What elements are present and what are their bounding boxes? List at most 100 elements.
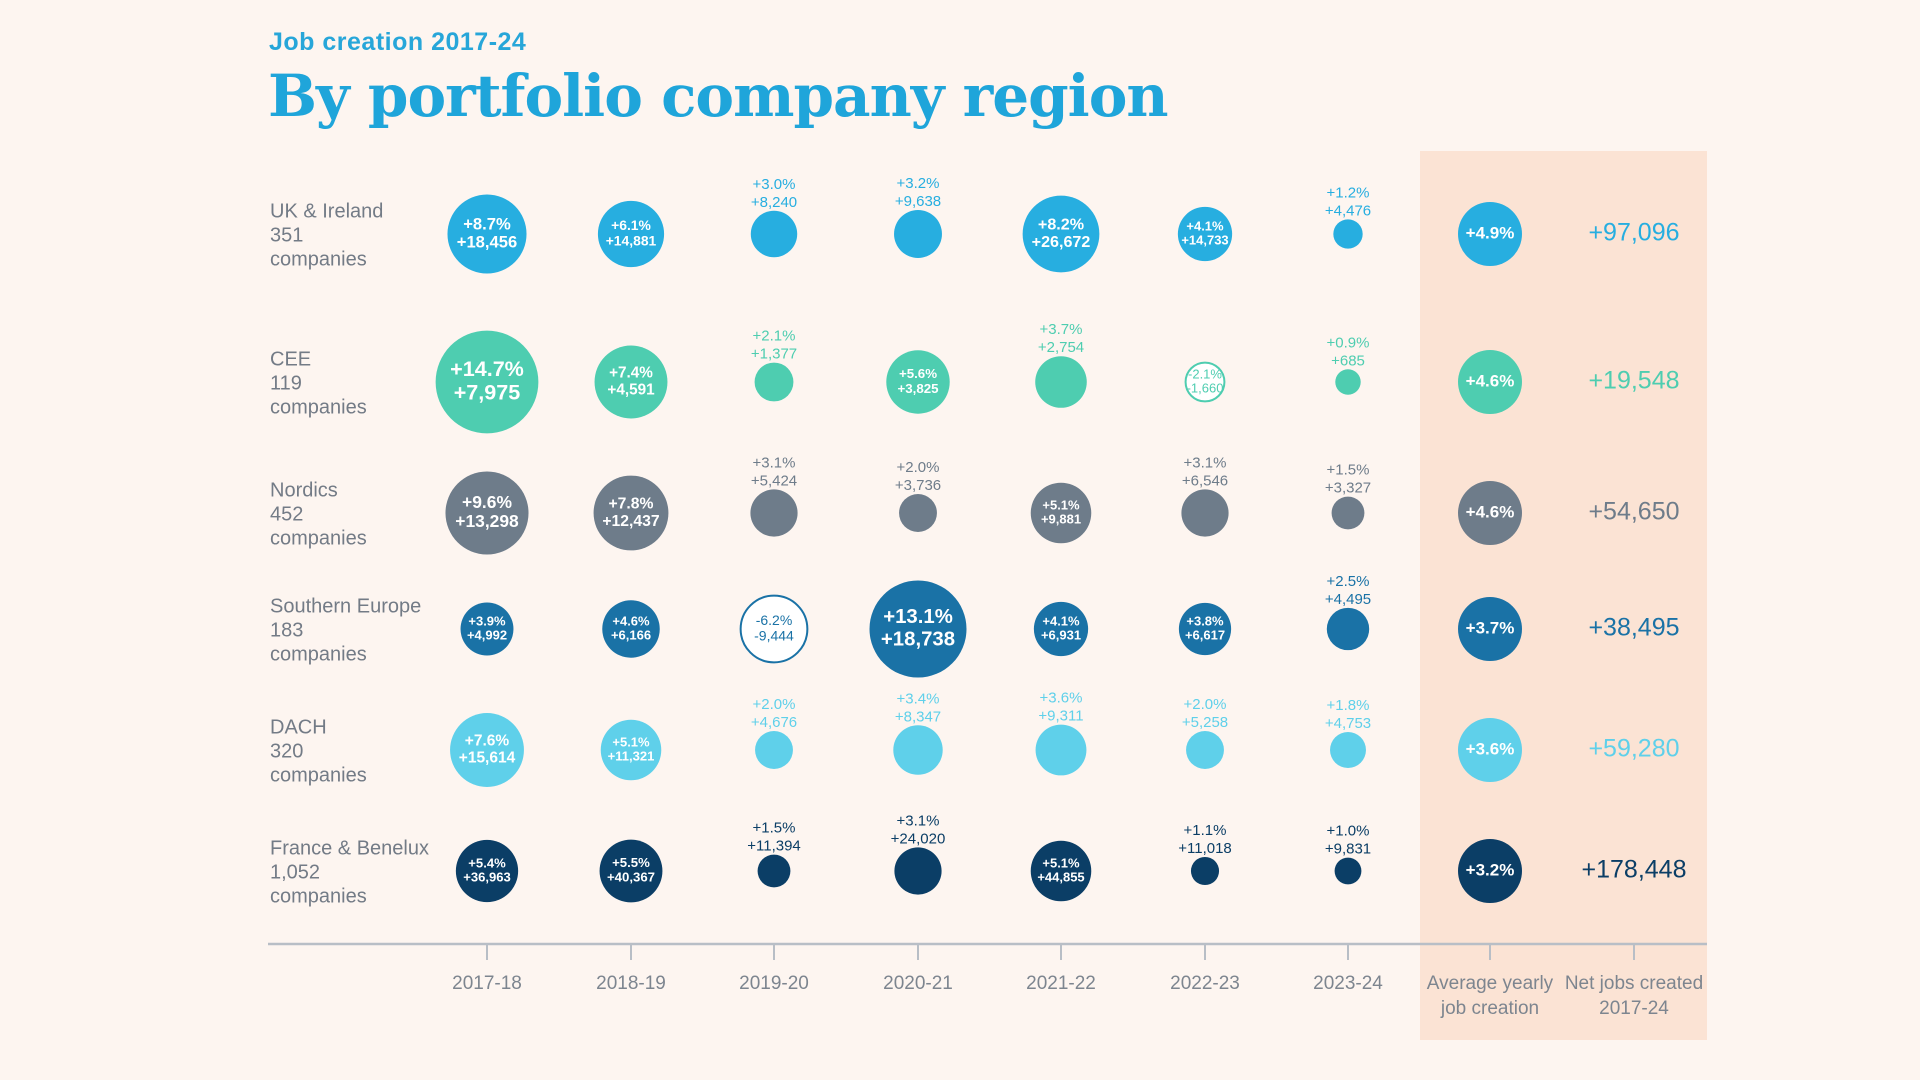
bubble (1335, 369, 1361, 395)
avg-label: +4.6% (1466, 502, 1515, 521)
bubble (435, 330, 539, 434)
bubble-jobs-label: +44,855 (1037, 870, 1084, 885)
bubble (460, 602, 514, 656)
avg-bubble (1458, 597, 1522, 661)
bubble (1035, 724, 1087, 776)
bubble-jobs-label: +14,881 (606, 232, 657, 248)
bubble-pct-label: +9.6% (462, 492, 512, 512)
bubble-pct-label: +5.1% (1042, 855, 1080, 870)
row-label-companies: companies (270, 764, 367, 786)
bubble-pct-label: +13.1% (883, 606, 953, 628)
bubble (445, 471, 529, 555)
bubble-jobs-label: +40,367 (607, 870, 655, 885)
bubble (1333, 219, 1363, 249)
avg-bubble (1458, 839, 1522, 903)
bubble-pct-label: +5.1% (612, 734, 650, 749)
bubble (1033, 601, 1089, 657)
bubble (750, 489, 798, 537)
avg-bubble (1458, 350, 1522, 414)
row-label-region: CEE (270, 348, 311, 370)
bubble-jobs-label: +13,298 (455, 511, 519, 531)
bubble-jobs-label: +8,240 (751, 194, 797, 211)
bubble-pct-label: +2.0% (753, 696, 796, 713)
bubble (899, 494, 937, 532)
bubble-pct-label: +1.5% (1327, 462, 1370, 479)
bubble-jobs-label: +9,881 (1041, 512, 1081, 527)
bubble (447, 194, 527, 274)
row-label-companies: companies (270, 643, 367, 665)
x-tick-label: 2022-23 (1170, 973, 1240, 994)
bubble-jobs-label: +1,377 (751, 346, 797, 363)
row-label-companies: companies (270, 885, 367, 907)
summary-column-label: job creation (1440, 998, 1539, 1019)
bubble-pct-label: +0.9% (1327, 334, 1370, 351)
net-jobs-value: +97,096 (1588, 219, 1679, 247)
bubble-pct-label: +6.1% (611, 217, 651, 233)
net-jobs-value: +38,495 (1588, 614, 1679, 642)
avg-label: +4.9% (1466, 223, 1515, 242)
bubble-jobs-label: +4,495 (1325, 591, 1371, 608)
row-label-count: 119 (270, 372, 302, 394)
bubble-pct-label: +4.6% (612, 613, 650, 628)
bubble-pct-label: -2.1% (1188, 366, 1222, 381)
bubble-pct-label: +4.1% (1186, 218, 1224, 233)
bubble-pct-label: +3.9% (468, 613, 506, 628)
bubble (599, 839, 663, 903)
bubble (1331, 496, 1365, 530)
avg-bubble (1458, 202, 1522, 266)
bubble (455, 839, 519, 903)
summary-highlight-panel (1420, 151, 1707, 1040)
bubble-jobs-label: +6,546 (1182, 472, 1228, 489)
avg-label: +3.2% (1466, 860, 1515, 879)
bubble-pct-label: +1.8% (1327, 697, 1370, 714)
chart-kicker: Job creation 2017-24 (269, 28, 527, 56)
bubble-jobs-label: +7,975 (454, 380, 521, 405)
bubble (450, 713, 524, 787)
bubble (894, 210, 942, 258)
avg-label: +3.7% (1466, 618, 1515, 637)
row-label-count: 320 (270, 740, 303, 762)
bubble (600, 719, 662, 781)
bubble-jobs-label: -1,660 (1187, 381, 1224, 396)
bubble-jobs-label: +6,617 (1185, 628, 1225, 643)
bubble-jobs-label: -9,444 (754, 627, 794, 643)
row-label-companies: companies (270, 248, 367, 270)
bubble (593, 475, 669, 551)
bubble (1184, 361, 1226, 403)
bubble (739, 594, 809, 664)
net-jobs-value: +59,280 (1588, 735, 1679, 763)
bubble-jobs-label: +4,753 (1325, 715, 1371, 732)
bubble-jobs-label: +18,738 (881, 629, 955, 651)
bubble-jobs-label: +4,591 (607, 381, 655, 398)
bubble (1022, 195, 1100, 273)
bubble-jobs-label: +3,736 (895, 477, 941, 494)
bubble-pct-label: +1.1% (1184, 822, 1227, 839)
bubble-jobs-label: +4,992 (467, 628, 507, 643)
row-label-count: 351 (270, 224, 303, 246)
summary-column-label: Average yearly (1427, 973, 1554, 994)
bubble-pct-label: +7.4% (609, 365, 653, 382)
bubble-jobs-label: +11,018 (1178, 840, 1232, 857)
bubble (1178, 602, 1232, 656)
bubble (869, 580, 967, 678)
bubble-jobs-label: +18,456 (457, 233, 517, 252)
bubble-jobs-label: +15,614 (459, 750, 516, 767)
bubble-pct-label: +3.2% (897, 175, 940, 192)
x-tick-label: 2020-21 (883, 973, 953, 994)
bubble (1326, 607, 1370, 651)
bubble-pct-label: +5.6% (899, 366, 937, 381)
net-jobs-value: +178,448 (1582, 856, 1687, 884)
bubble (1177, 206, 1233, 262)
avg-label: +3.6% (1466, 739, 1515, 758)
bubble-jobs-label: +8,347 (895, 708, 941, 725)
bubble (893, 725, 943, 775)
bubble-pct-label: +3.1% (753, 454, 796, 471)
x-tick-label: 2018-19 (596, 973, 666, 994)
bubble-pct-label: +7.8% (609, 496, 654, 513)
bubble-jobs-label: +5,258 (1182, 714, 1228, 731)
bubble-pct-label: +5.1% (1042, 497, 1080, 512)
bubble (754, 362, 794, 402)
bubble (594, 345, 668, 419)
bubble (1186, 731, 1224, 769)
